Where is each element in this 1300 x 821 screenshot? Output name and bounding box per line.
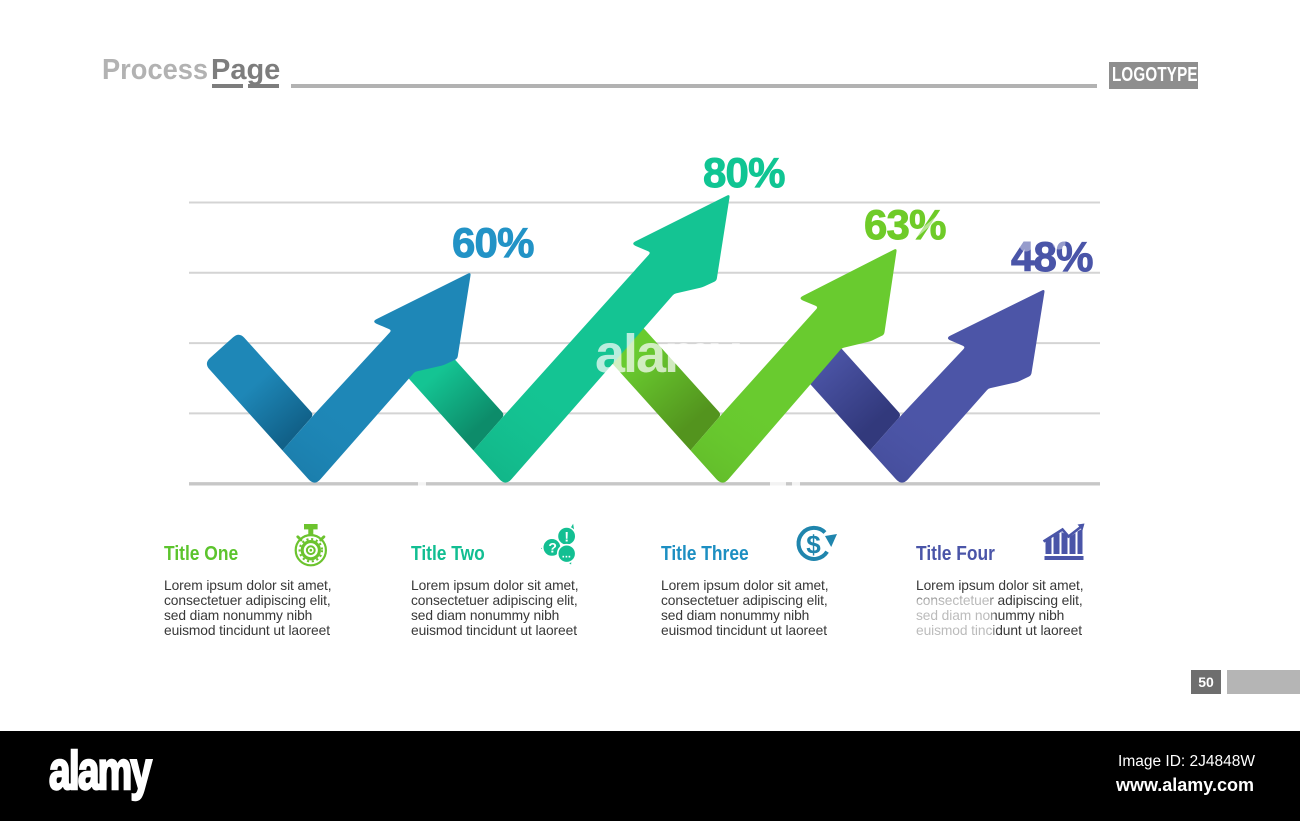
svg-text:!: !: [564, 528, 569, 544]
svg-text:?: ?: [548, 540, 557, 556]
svg-text:...: ...: [562, 549, 571, 561]
svg-text:$: $: [806, 530, 821, 560]
svg-text:alamy: alamy: [595, 324, 740, 384]
